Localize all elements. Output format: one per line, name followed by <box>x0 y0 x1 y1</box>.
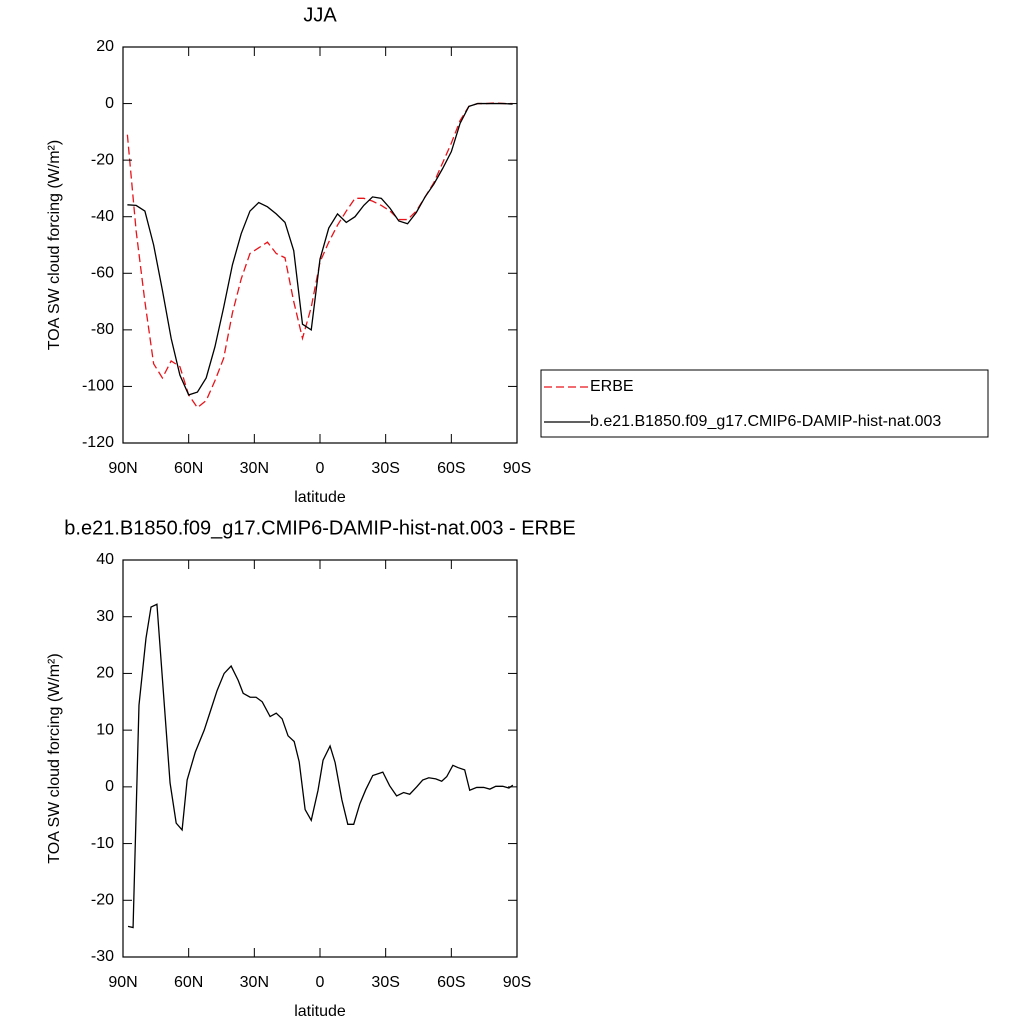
x-tick-label: 30S <box>371 974 399 991</box>
y-tick-label: -120 <box>82 434 114 451</box>
y-tick-label: 20 <box>96 38 114 55</box>
x-tick-label: 90S <box>503 460 531 477</box>
y-tick-label: 0 <box>105 95 114 112</box>
plot-frame <box>122 46 518 444</box>
x-tick-label: 90S <box>503 974 531 991</box>
x-tick-label: 30N <box>240 460 269 477</box>
data-line <box>126 102 513 409</box>
x-tick-label: 60N <box>174 974 203 991</box>
data-line <box>127 603 514 929</box>
y-tick-label: -60 <box>91 265 114 282</box>
y-tick-label: -40 <box>91 208 114 225</box>
y-tick-label: 0 <box>105 778 114 795</box>
y-tick-label: -100 <box>82 378 114 395</box>
legend-label: ERBE <box>590 378 634 395</box>
x-tick-label: 60S <box>437 974 465 991</box>
y-tick-label: -20 <box>91 892 114 909</box>
y-axis-label: TOA SW cloud forcing (W/m²) <box>46 140 63 350</box>
chart-title: JJA <box>303 4 337 26</box>
y-tick-label: 40 <box>96 551 114 568</box>
x-axis-label: latitude <box>294 489 346 506</box>
y-tick-label: -20 <box>91 151 114 168</box>
y-axis-label: TOA SW cloud forcing (W/m²) <box>46 653 63 863</box>
y-tick-label: -10 <box>91 835 114 852</box>
plot-frame <box>122 559 518 958</box>
x-tick-label: 30N <box>240 974 269 991</box>
x-tick-label: 60S <box>437 460 465 477</box>
y-tick-label: 30 <box>96 608 114 625</box>
x-tick-label: 30S <box>371 460 399 477</box>
legend-label: b.e21.B1850.f09_g17.CMIP6-DAMIP-hist-nat… <box>590 413 941 430</box>
x-tick-label: 60N <box>174 460 203 477</box>
y-tick-label: 10 <box>96 721 114 738</box>
legend-box <box>540 369 989 438</box>
x-tick-label: 90N <box>108 974 137 991</box>
y-tick-label: -30 <box>91 948 114 965</box>
y-tick-label: 20 <box>96 665 114 682</box>
chart-title: b.e21.B1850.f09_g17.CMIP6-DAMIP-hist-nat… <box>64 517 575 539</box>
x-tick-label: 90N <box>108 460 137 477</box>
y-tick-label: -80 <box>91 321 114 338</box>
data-line <box>127 102 513 396</box>
x-axis-label: latitude <box>294 1003 346 1020</box>
x-tick-label: 0 <box>316 460 325 477</box>
legend: ERBE b.e21.B1850.f09_g17.CMIP6-DAMIP-hist… <box>540 369 989 438</box>
x-tick-label: 0 <box>316 974 325 991</box>
